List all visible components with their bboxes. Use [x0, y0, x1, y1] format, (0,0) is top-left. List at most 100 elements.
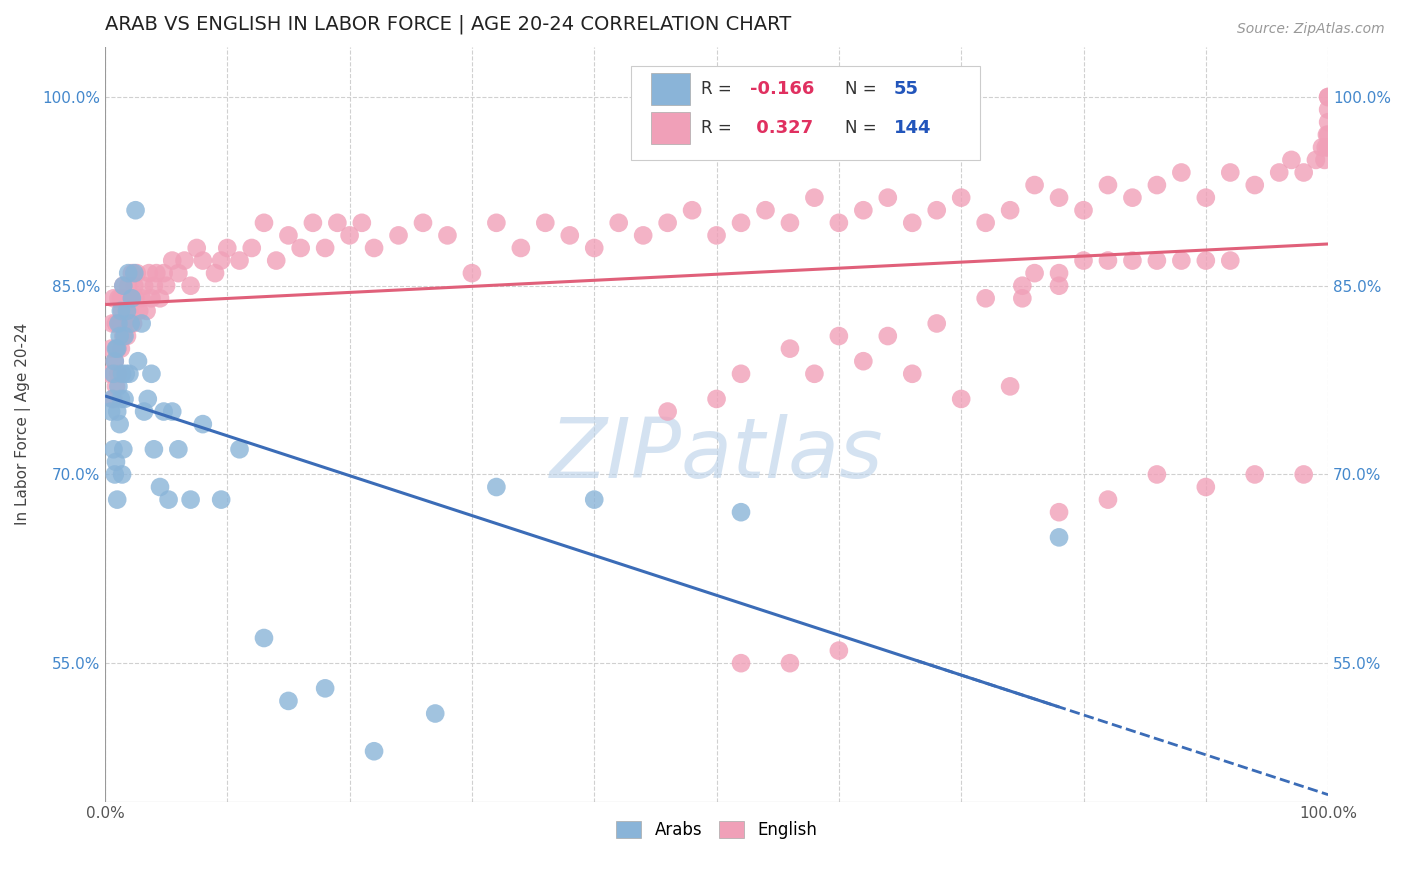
- Point: [104, 342, 127, 356]
- Point: [105, 342, 128, 356]
- Point: [125, 266, 148, 280]
- Point: [180, 492, 202, 507]
- Point: [950, 191, 973, 205]
- Point: [167, 266, 190, 280]
- Point: [657, 216, 679, 230]
- Point: [363, 744, 385, 758]
- Point: [105, 342, 128, 356]
- Point: [111, 304, 134, 318]
- Point: [253, 631, 276, 645]
- Point: [209, 492, 232, 507]
- Point: [124, 278, 146, 293]
- Point: [162, 253, 184, 268]
- Text: 144: 144: [894, 119, 931, 137]
- Point: [1024, 266, 1046, 280]
- Point: [277, 228, 299, 243]
- Point: [149, 480, 172, 494]
- Point: [1047, 530, 1070, 544]
- Point: [901, 216, 924, 230]
- Point: [1317, 90, 1340, 104]
- Point: [509, 241, 531, 255]
- Point: [1195, 480, 1218, 494]
- Point: [104, 317, 127, 331]
- Point: [107, 317, 129, 331]
- Point: [1047, 278, 1070, 293]
- Text: 55: 55: [894, 80, 920, 98]
- Point: [114, 329, 136, 343]
- Point: [122, 317, 145, 331]
- Point: [155, 278, 177, 293]
- Point: [350, 216, 373, 230]
- Point: [101, 392, 124, 406]
- Text: ZIPatlas: ZIPatlas: [550, 414, 883, 495]
- Text: Source: ZipAtlas.com: Source: ZipAtlas.com: [1237, 22, 1385, 37]
- Point: [118, 304, 141, 318]
- FancyBboxPatch shape: [631, 65, 980, 160]
- Point: [1243, 467, 1265, 482]
- Point: [98, 367, 121, 381]
- Point: [1317, 128, 1340, 142]
- Point: [124, 291, 146, 305]
- Point: [1073, 253, 1095, 268]
- FancyBboxPatch shape: [651, 73, 690, 104]
- Point: [103, 291, 125, 305]
- Point: [264, 253, 287, 268]
- Point: [138, 266, 160, 280]
- Point: [180, 278, 202, 293]
- Point: [436, 228, 458, 243]
- Point: [104, 379, 127, 393]
- Point: [167, 442, 190, 457]
- Point: [314, 681, 336, 696]
- Point: [974, 291, 997, 305]
- Point: [132, 404, 155, 418]
- Point: [101, 317, 124, 331]
- Point: [730, 656, 752, 670]
- Point: [1047, 191, 1070, 205]
- Point: [412, 216, 434, 230]
- Point: [112, 278, 135, 293]
- Point: [112, 442, 135, 457]
- Point: [124, 266, 146, 280]
- Point: [1121, 253, 1143, 268]
- Point: [162, 404, 184, 418]
- Point: [110, 342, 132, 356]
- Point: [302, 216, 325, 230]
- Point: [803, 191, 825, 205]
- Point: [112, 278, 135, 293]
- Point: [209, 253, 232, 268]
- Point: [1097, 178, 1119, 192]
- Text: R =: R =: [700, 80, 737, 98]
- Point: [277, 694, 299, 708]
- Point: [141, 291, 163, 305]
- Point: [115, 304, 138, 318]
- Point: [1315, 140, 1337, 154]
- Point: [131, 291, 153, 305]
- Legend: Arabs, English: Arabs, English: [609, 814, 824, 847]
- Point: [103, 367, 125, 381]
- Point: [120, 291, 142, 305]
- Point: [339, 228, 361, 243]
- Point: [240, 241, 263, 255]
- Point: [121, 266, 143, 280]
- Point: [631, 228, 654, 243]
- Point: [104, 354, 127, 368]
- Text: N =: N =: [845, 119, 882, 137]
- Point: [754, 203, 776, 218]
- Point: [1317, 90, 1340, 104]
- Point: [121, 291, 143, 305]
- Point: [110, 291, 132, 305]
- Point: [1305, 153, 1327, 167]
- Point: [558, 228, 581, 243]
- Point: [1097, 253, 1119, 268]
- Point: [186, 241, 208, 255]
- Point: [131, 317, 153, 331]
- Point: [100, 404, 122, 418]
- Point: [128, 304, 150, 318]
- Point: [1317, 103, 1340, 117]
- Point: [1292, 467, 1315, 482]
- Point: [112, 329, 135, 343]
- Point: [828, 643, 851, 657]
- Point: [852, 203, 875, 218]
- Point: [1146, 467, 1168, 482]
- Point: [104, 354, 127, 368]
